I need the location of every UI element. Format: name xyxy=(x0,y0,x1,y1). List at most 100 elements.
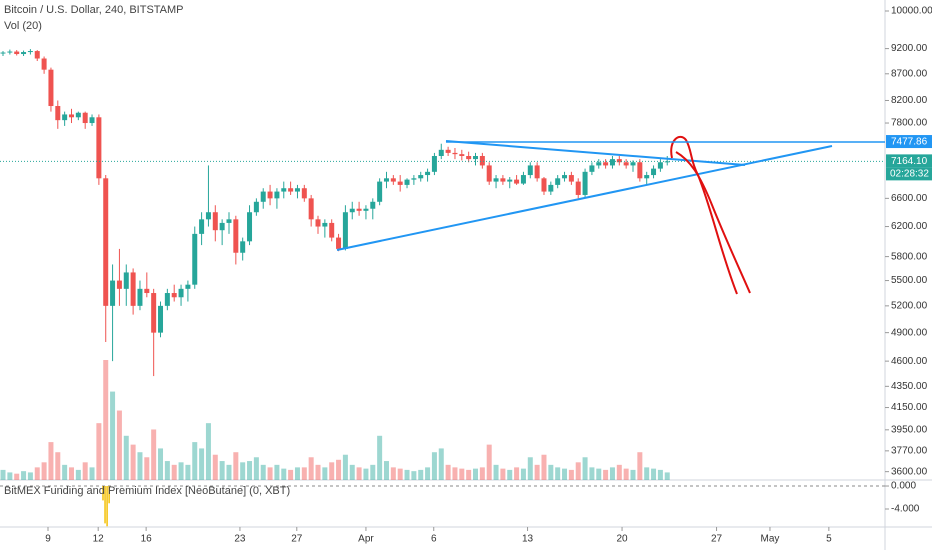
candle-body xyxy=(158,305,164,333)
volume-bar xyxy=(199,448,205,480)
indicator-bar xyxy=(102,486,104,501)
candle-body xyxy=(199,219,205,234)
volume-bar xyxy=(294,467,300,480)
volume-bar xyxy=(164,461,170,480)
candle-body xyxy=(164,293,170,306)
trendline-lower xyxy=(336,145,833,251)
candle-body xyxy=(27,51,33,53)
candle-body xyxy=(596,162,602,166)
candle-body xyxy=(541,178,547,192)
candle-body xyxy=(431,156,437,172)
x-tick-label: 27 xyxy=(291,534,303,545)
x-tick-label: 9 xyxy=(45,534,51,545)
volume-bar xyxy=(438,448,444,480)
volume-bar xyxy=(589,467,595,480)
candle-body xyxy=(527,165,533,176)
candle-body xyxy=(240,241,246,253)
candle-body xyxy=(644,175,650,179)
volume-bar xyxy=(48,442,54,480)
candle-body xyxy=(664,161,670,163)
volume-bar xyxy=(651,468,657,480)
candle-body xyxy=(48,69,54,107)
candle-body xyxy=(555,178,561,185)
volume-bar xyxy=(7,472,13,480)
volume-bar xyxy=(363,468,369,480)
candle-body xyxy=(493,178,499,182)
volume-bar xyxy=(459,468,465,480)
volume-bar xyxy=(34,467,40,480)
volume-bar xyxy=(151,429,157,480)
volume-bar xyxy=(390,467,396,480)
x-tick-label: 6 xyxy=(431,534,437,545)
candle-body xyxy=(62,114,68,121)
candle-body xyxy=(452,152,458,155)
volume-bar xyxy=(644,467,650,480)
candle-body xyxy=(479,156,485,166)
y-tick-label: 5800.00 xyxy=(891,251,928,262)
x-tick-label: 23 xyxy=(234,534,246,545)
volume-bar xyxy=(267,467,273,480)
countdown-box xyxy=(886,167,932,181)
volume-bar xyxy=(308,457,314,480)
volume-bar xyxy=(452,467,458,480)
countdown-label: 02:28:32 xyxy=(890,169,929,180)
y-tick-label: 6600.00 xyxy=(891,193,928,204)
last-price-label: 7164.10 xyxy=(891,156,928,167)
red-drawing xyxy=(670,135,738,295)
candle-body xyxy=(116,280,122,289)
volume-bar xyxy=(404,469,410,480)
candle-body xyxy=(7,51,13,53)
volume-bar xyxy=(233,452,239,480)
trendline-upper xyxy=(445,140,746,166)
volume-bar xyxy=(486,444,492,480)
volume-bar xyxy=(377,435,383,480)
candle-body xyxy=(294,188,300,192)
volume-bar xyxy=(315,464,321,480)
volume-bar xyxy=(568,469,574,480)
candle-body xyxy=(192,233,198,285)
y-tick-label: 4350.00 xyxy=(891,381,928,392)
y-tick-label: 3770.00 xyxy=(891,445,928,456)
volume-bar xyxy=(260,464,266,480)
volume-bar xyxy=(596,468,602,480)
level-box xyxy=(886,135,932,149)
x-tick-label: 20 xyxy=(616,534,628,545)
candle-body xyxy=(404,179,410,185)
plot-layer: 10000.00 9200.00 8700.00 8200.00 7800.00 6600… xyxy=(0,6,932,545)
volume-bar xyxy=(21,471,27,480)
candle-body xyxy=(473,156,479,160)
candle-body xyxy=(233,219,239,253)
volume-bar xyxy=(14,473,20,480)
volume-bar xyxy=(609,467,615,480)
volume-bar xyxy=(527,457,533,480)
volume-bar xyxy=(616,464,622,480)
volume-bar xyxy=(349,464,355,480)
x-tick-label: May xyxy=(761,534,780,545)
indicator-tick-label: -4.000 xyxy=(891,504,920,515)
y-tick-label: 3600.00 xyxy=(891,466,928,477)
candle-body xyxy=(123,272,129,289)
candle-body xyxy=(507,179,513,182)
x-tick-label: Apr xyxy=(358,534,374,545)
red-drawing xyxy=(675,151,751,294)
x-tick-label: 5 xyxy=(826,534,832,545)
candle-body xyxy=(616,159,622,163)
candle-body xyxy=(418,175,424,179)
candle-body xyxy=(41,58,47,70)
volume-bar xyxy=(75,469,81,480)
candle-body xyxy=(171,293,177,298)
candle-body xyxy=(438,149,444,157)
candle-body xyxy=(500,178,506,182)
candle-body xyxy=(178,288,184,298)
y-tick-label: 4900.00 xyxy=(891,327,928,338)
volume-bar xyxy=(548,464,554,480)
candle-body xyxy=(151,293,157,333)
candle-body xyxy=(315,219,321,227)
volume-bar xyxy=(281,468,287,480)
candle-body xyxy=(514,179,520,184)
volume-bar xyxy=(418,469,424,480)
candle-body xyxy=(534,165,540,179)
indicator-bar xyxy=(104,486,106,524)
volume-bar xyxy=(664,472,670,480)
